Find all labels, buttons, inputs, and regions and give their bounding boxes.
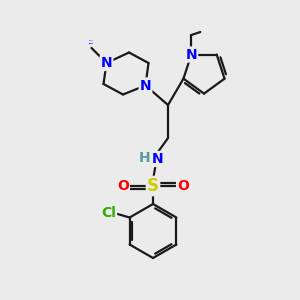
Text: methyl: methyl [89, 43, 94, 44]
Text: N: N [140, 79, 151, 92]
Text: H: H [139, 151, 150, 164]
Text: O: O [117, 179, 129, 193]
Text: N: N [101, 56, 112, 70]
Text: methyl: methyl [88, 40, 93, 41]
Text: S: S [147, 177, 159, 195]
Text: Cl: Cl [101, 206, 116, 220]
Text: O: O [177, 179, 189, 193]
Text: N: N [185, 47, 197, 61]
Text: N: N [152, 152, 163, 166]
